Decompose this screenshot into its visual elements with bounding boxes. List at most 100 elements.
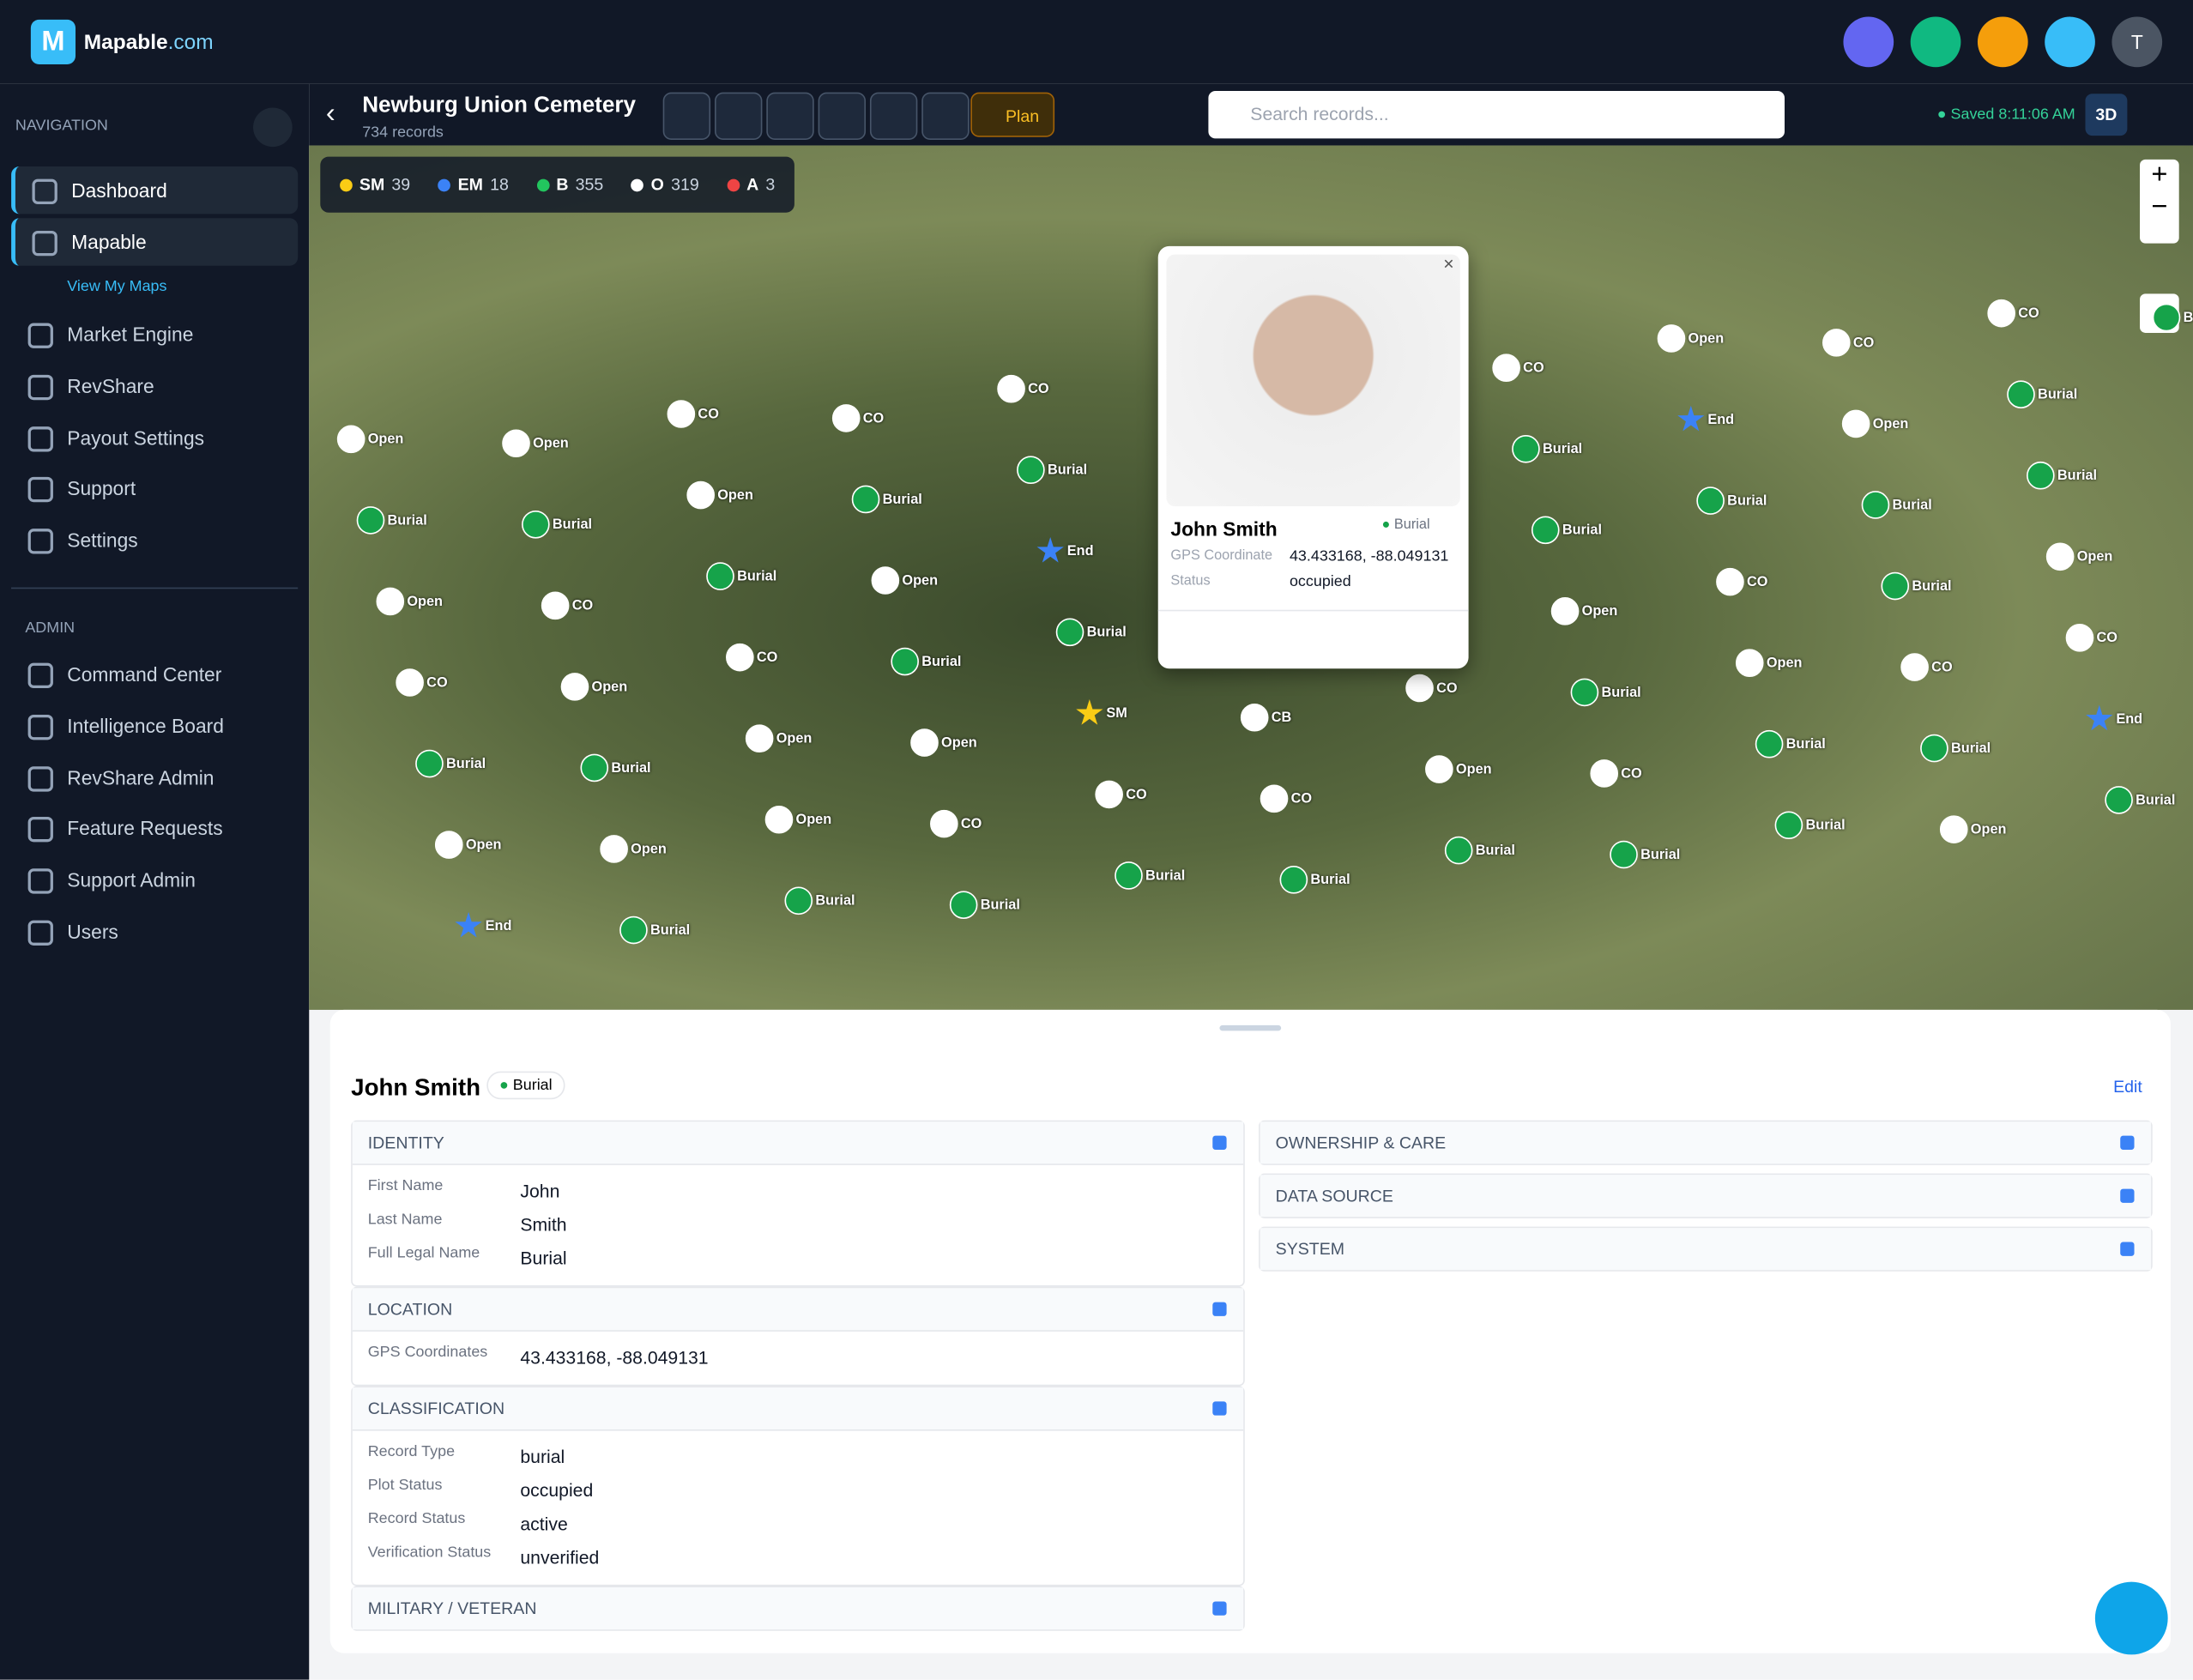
tool-button[interactable] (818, 92, 867, 141)
section-header[interactable]: OWNERSHIP & CARE (1260, 1121, 2152, 1164)
nav-item[interactable]: Market Engine (11, 311, 298, 358)
section-header[interactable]: IDENTITY (352, 1121, 1244, 1165)
nav-item[interactable]: Intelligence Board (11, 702, 298, 749)
nav-item[interactable]: Users (11, 908, 298, 955)
mode-toggle[interactable]: 3D (2085, 94, 2128, 136)
star-marker[interactable] (455, 911, 482, 938)
plot-marker[interactable] (600, 835, 628, 863)
star-marker[interactable] (1036, 536, 1064, 563)
drag-handle[interactable] (1219, 1024, 1282, 1031)
tool-button[interactable] (662, 92, 711, 141)
plot-marker[interactable] (686, 480, 715, 510)
plot-marker[interactable] (2045, 542, 2075, 571)
edit-button[interactable]: Edit (2113, 1077, 2142, 1097)
nav-item[interactable]: Payout Settings (11, 414, 298, 462)
nav-item[interactable]: RevShare (11, 362, 298, 409)
plot-marker[interactable] (667, 400, 696, 428)
back-button[interactable]: ‹ (325, 98, 335, 129)
plot-marker[interactable] (1425, 755, 1453, 783)
section-header[interactable]: SYSTEM (1260, 1228, 2152, 1271)
plot-marker[interactable] (376, 587, 405, 616)
plot-marker[interactable] (1716, 567, 1744, 596)
plot-marker[interactable] (560, 673, 589, 701)
plot-marker[interactable] (619, 916, 648, 945)
plot-marker[interactable] (2027, 461, 2055, 490)
nav-item[interactable]: Support Admin (11, 856, 298, 903)
plot-marker[interactable] (1405, 674, 1434, 703)
plot-marker[interactable] (1240, 703, 1269, 732)
plot-marker[interactable] (434, 831, 463, 859)
plot-marker[interactable] (1610, 840, 1638, 869)
star-marker[interactable] (1677, 405, 1705, 432)
plot-marker[interactable] (2105, 786, 2133, 814)
plot-marker[interactable] (1570, 678, 1599, 707)
star-marker[interactable] (1076, 699, 1103, 725)
logo[interactable]: M (30, 19, 76, 64)
plan-button[interactable]: Plan (970, 92, 1055, 137)
plot-marker[interactable] (1696, 486, 1725, 515)
plot-marker[interactable] (1095, 780, 1123, 809)
nav-item[interactable]: Support (11, 464, 298, 511)
plot-marker[interactable] (910, 728, 939, 757)
plot-marker[interactable] (1841, 409, 1870, 438)
plot-marker[interactable] (851, 485, 880, 514)
plot-marker[interactable] (502, 429, 530, 458)
plot-marker[interactable] (1900, 653, 1929, 681)
section-header[interactable]: MILITARY / VETERAN (352, 1587, 1244, 1630)
plot-marker[interactable] (2007, 380, 2035, 408)
plot-marker[interactable] (1987, 299, 2015, 328)
collapse-button[interactable] (253, 107, 293, 148)
avatar[interactable]: T (2111, 16, 2163, 68)
tool-button[interactable] (921, 92, 970, 141)
tool-button[interactable] (766, 92, 814, 141)
chat-button[interactable] (2094, 1581, 2168, 1655)
plot-marker[interactable] (1881, 571, 1910, 601)
plot-marker[interactable] (745, 724, 774, 752)
help-button[interactable] (2045, 16, 2095, 68)
ai-button[interactable] (1843, 16, 1894, 68)
plot-marker[interactable] (1492, 354, 1520, 383)
plot-marker[interactable] (1055, 618, 1084, 647)
section-header[interactable]: DATA SOURCE (1260, 1175, 2152, 1218)
plot-marker[interactable] (2152, 303, 2181, 332)
plot-marker[interactable] (1279, 866, 1308, 894)
plot-marker[interactable] (356, 506, 385, 535)
plot-marker[interactable] (2065, 624, 2094, 652)
nav-subitem[interactable]: View My Maps (67, 278, 167, 295)
plot-marker[interactable] (706, 562, 734, 590)
plot-marker[interactable] (930, 809, 958, 838)
plot-marker[interactable] (1590, 759, 1619, 788)
announce-button[interactable] (1910, 16, 1961, 68)
nav-item[interactable]: RevShare Admin (11, 753, 298, 801)
plot-marker[interactable] (336, 425, 366, 454)
nav-item[interactable]: Mapable (11, 218, 299, 266)
nav-item[interactable]: Feature Requests (11, 805, 298, 852)
plot-marker[interactable] (1657, 324, 1686, 353)
plot-marker[interactable] (1920, 734, 1948, 763)
plot-marker[interactable] (580, 753, 609, 783)
tool-button[interactable] (869, 92, 918, 141)
plot-marker[interactable] (764, 805, 794, 834)
plot-marker[interactable] (891, 647, 919, 676)
plot-marker[interactable] (1115, 861, 1143, 890)
plot-marker[interactable] (1531, 516, 1560, 545)
close-button[interactable]: × (1443, 253, 1454, 275)
search-input[interactable]: Search records... (1208, 90, 1785, 139)
plot-marker[interactable] (1735, 649, 1764, 677)
nav-item[interactable]: Dashboard (11, 166, 299, 215)
plot-marker[interactable] (541, 591, 570, 620)
plot-marker[interactable] (831, 404, 861, 432)
zoom-control[interactable]: + − (2140, 159, 2179, 244)
plot-marker[interactable] (1939, 815, 1968, 843)
section-header[interactable]: LOCATION (352, 1288, 1244, 1332)
plot-marker[interactable] (871, 566, 900, 595)
plot-marker[interactable] (1774, 811, 1803, 840)
section-header[interactable]: CLASSIFICATION (352, 1387, 1244, 1431)
plot-marker[interactable] (949, 891, 978, 919)
plot-marker[interactable] (784, 886, 813, 916)
plot-marker[interactable] (396, 668, 424, 697)
tool-button[interactable] (714, 92, 763, 141)
plot-marker[interactable] (1260, 784, 1289, 813)
plot-marker[interactable] (1755, 729, 1784, 758)
plot-marker[interactable] (1512, 434, 1540, 463)
